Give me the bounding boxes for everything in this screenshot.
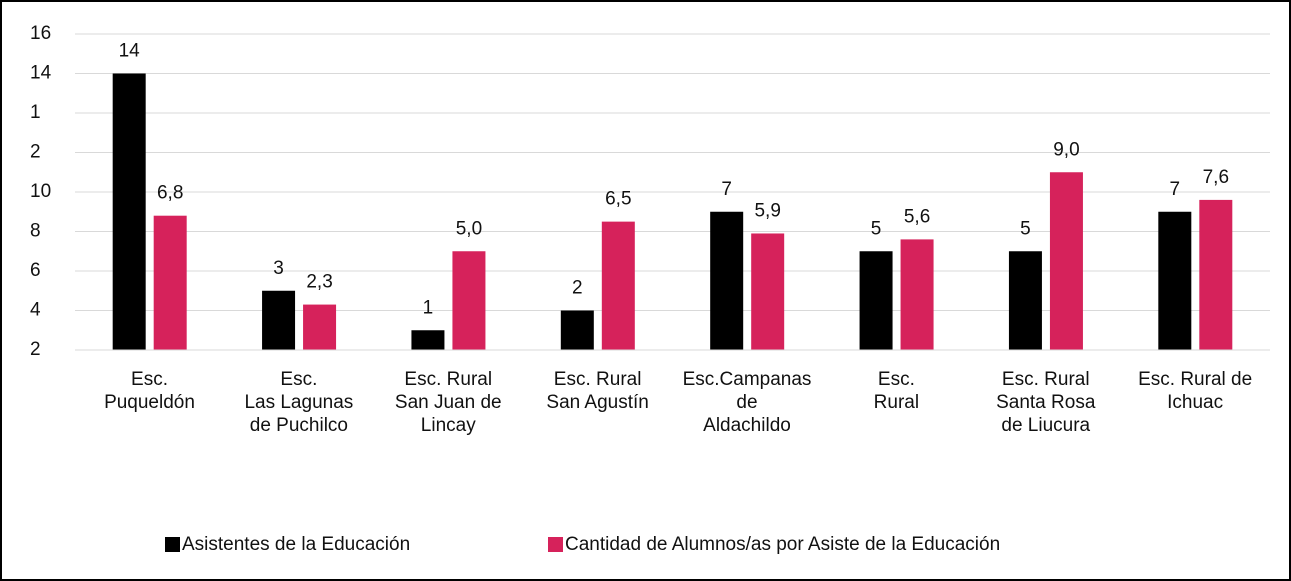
x-tick-label: Esc. Rural (873, 369, 920, 413)
y-tick-label: 4 (30, 300, 41, 321)
y-tick-label: 1 (30, 102, 41, 123)
data-label: 5 (871, 218, 882, 239)
data-label: 2 (572, 278, 583, 299)
x-tick-label: Esc. Puqueldón (104, 369, 195, 413)
data-label: 1 (423, 297, 434, 318)
bar (452, 251, 486, 350)
data-label: 9,0 (1053, 139, 1079, 160)
y-tick-label: 14 (30, 63, 52, 84)
x-tick-label: Esc. Rural de Ichuac (1138, 369, 1253, 413)
x-tick-label: Esc. Las Lagunas de Puchilco (244, 369, 354, 436)
data-label: 7,6 (1203, 167, 1229, 188)
bar (710, 211, 744, 350)
x-tick-label: Esc.Campanas de Aldachildo (682, 369, 812, 436)
bar (411, 330, 445, 350)
bar (1049, 172, 1083, 350)
data-label: 6,5 (605, 189, 631, 210)
x-tick-label: Esc. Rural San Juan de Lincay (394, 369, 502, 436)
data-label: 2,3 (306, 272, 332, 293)
legend-swatch (165, 537, 180, 552)
x-tick-label: Esc. Rural San Agustín (546, 369, 649, 413)
bar (262, 290, 296, 350)
bar (153, 215, 187, 350)
bar (900, 239, 934, 350)
bar (1199, 199, 1233, 350)
data-label: 5,6 (904, 206, 930, 227)
bar (601, 221, 635, 350)
data-label: 6,8 (157, 183, 183, 204)
bar (859, 251, 893, 350)
bar (751, 233, 785, 350)
data-label: 5 (1020, 218, 1031, 239)
y-tick-label: 6 (30, 260, 41, 281)
bar (303, 304, 337, 350)
bar (1158, 211, 1192, 350)
bar (560, 310, 594, 350)
data-label: 3 (273, 258, 284, 279)
legend-swatch (548, 537, 563, 552)
y-tick-label: 2 (30, 339, 41, 360)
data-label: 7 (721, 179, 732, 200)
data-label: 7 (1170, 179, 1181, 200)
y-tick-label: 8 (30, 221, 41, 242)
y-tick-label: 10 (30, 181, 51, 202)
bar (1008, 251, 1042, 350)
data-label: 5,0 (456, 218, 482, 239)
x-tick-label: Esc. Rural Santa Rosa de Liucura (996, 369, 1096, 436)
legend-label: Asistentes de la Educación (182, 534, 410, 555)
legend-label: Cantidad de Alumnos/as por Asiste de la … (565, 534, 1000, 555)
data-label: 5,9 (754, 200, 780, 221)
bar (112, 73, 146, 350)
data-label: 14 (119, 41, 141, 62)
y-tick-label: 16 (30, 23, 51, 44)
y-tick-label: 2 (30, 142, 41, 163)
